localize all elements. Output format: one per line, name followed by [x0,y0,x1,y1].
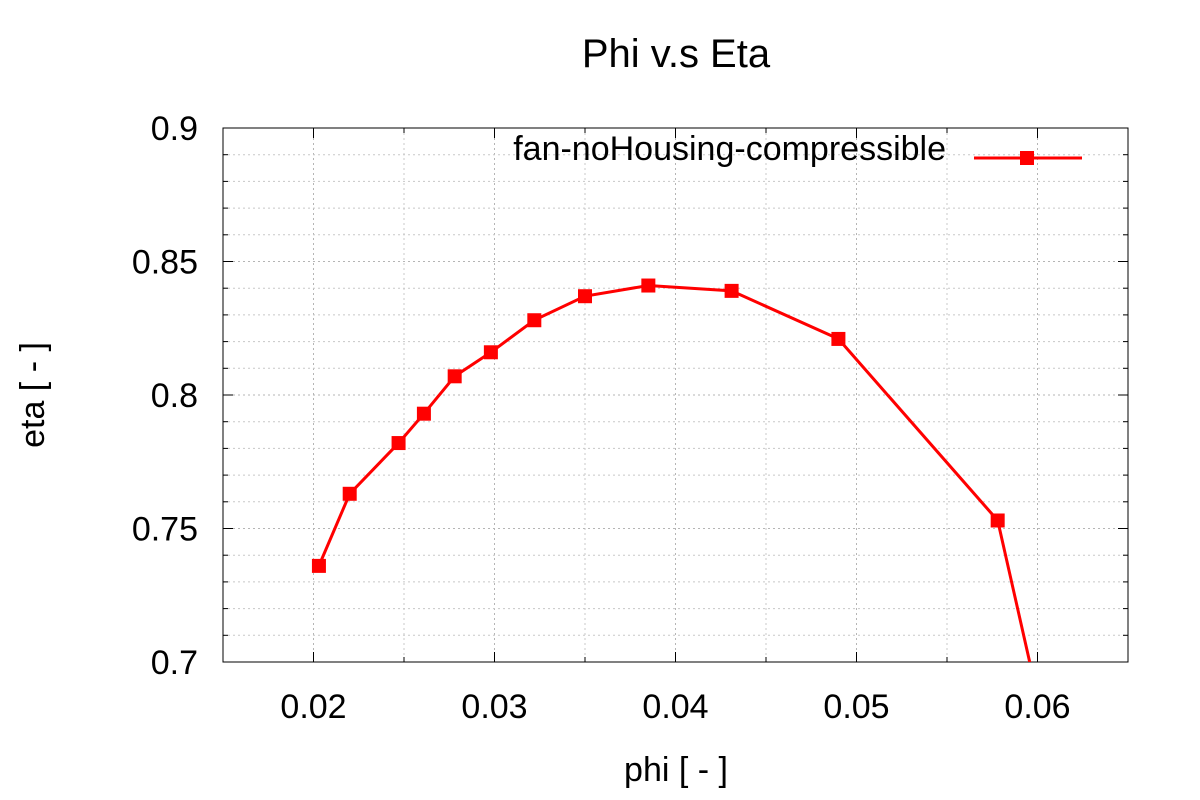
legend: fan-noHousing-compressible [513,130,1082,168]
data-point [527,313,542,328]
series-0 [311,278,1032,662]
axis-ticks [223,128,1128,662]
y-tick-label: 0.9 [151,110,198,148]
data-point [641,278,656,293]
chart-title: Phi v.s Eta [582,32,771,76]
y-tick-label: 0.85 [132,244,198,282]
x-tick-label: 0.04 [642,688,708,726]
data-point [578,289,592,304]
data-point [311,558,326,573]
x-tick-labels: 0.02 0.03 0.04 0.05 0.06 [280,688,1070,726]
data-point [724,283,739,298]
x-tick-label: 0.02 [280,688,346,726]
y-axis-label: eta [ - ] [14,342,52,448]
y-tick-labels: 0.7 0.75 0.8 0.85 0.9 [132,110,198,682]
data-point [483,345,498,360]
x-axis-label: phi [ - ] [624,751,728,789]
y-tick-label: 0.75 [132,511,198,549]
x-tick-label: 0.05 [823,688,889,726]
data-point [391,436,406,451]
data-point [990,513,1005,528]
data-point [447,369,462,384]
y-tick-label: 0.7 [151,644,198,682]
y-tick-label: 0.8 [151,377,198,415]
x-tick-label: 0.03 [461,688,527,726]
legend-marker-sample [1020,151,1034,165]
x-tick-label: 0.06 [1004,688,1070,726]
series-layer [311,278,1032,662]
grid [223,128,1128,662]
data-point [831,331,846,346]
legend-label: fan-noHousing-compressible [513,130,946,168]
data-point [416,406,431,421]
data-point [342,486,357,501]
